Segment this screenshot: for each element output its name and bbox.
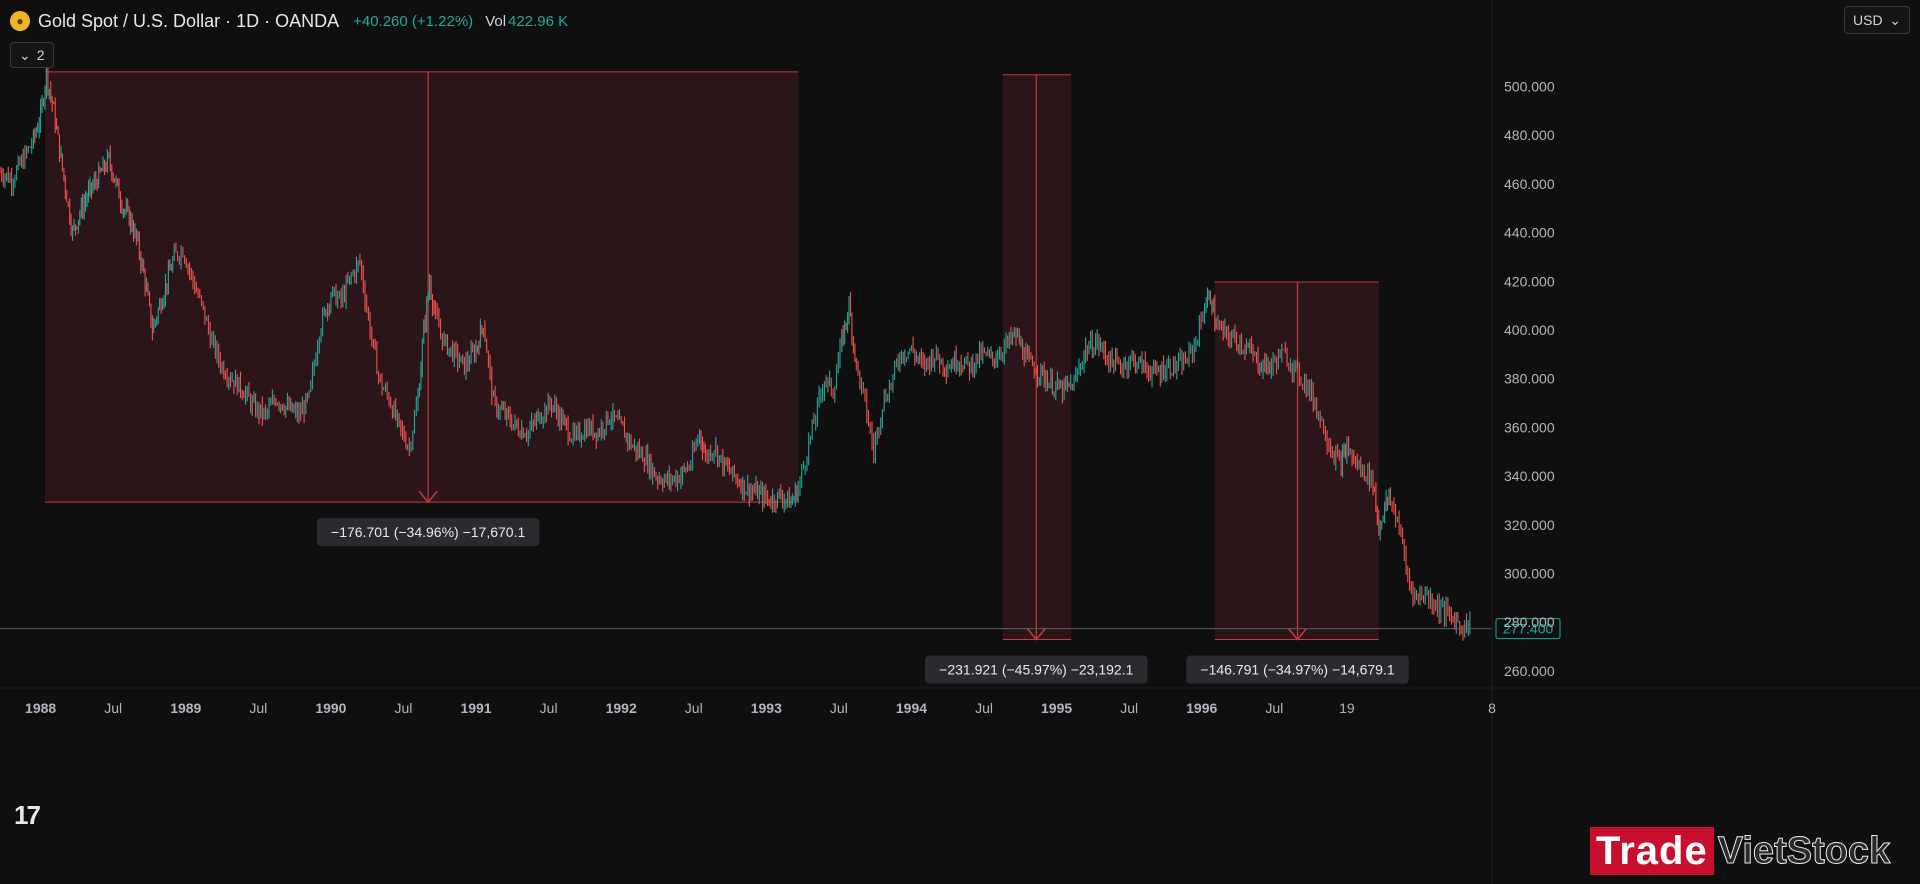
tradingview-logo-icon[interactable]: 17	[14, 800, 41, 830]
chevron-down-icon: ⌄	[19, 46, 31, 63]
time-tick-label: 1993	[751, 700, 782, 716]
time-tick-label: Jul	[249, 700, 267, 716]
time-tick-label: 8	[1488, 700, 1496, 716]
last-price-box	[1495, 618, 1561, 640]
time-tick-label: Jul	[1120, 700, 1138, 716]
range-label-2: −146.791 (−34.97%) −14,679.1	[1200, 662, 1394, 678]
range-label-layer: −176.701 (−34.96%) −17,670.1 −231.921 (−4…	[316, 518, 1409, 684]
time-tick-label: Jul	[395, 700, 413, 716]
volume-label: Vol	[485, 12, 507, 30]
range-label-0: −176.701 (−34.96%) −17,670.1	[331, 524, 525, 540]
price-axis[interactable]: 260.000 280.000 300.000 320.000 340.000 360.0…	[1491, 0, 1555, 884]
time-tick-label: Jul	[540, 700, 558, 716]
time-tick-label: 1988	[25, 700, 56, 716]
price-tick-label: 300.000	[1504, 566, 1555, 582]
currency-select[interactable]: USD ⌄	[1844, 6, 1910, 34]
price-tick-label: 400.000	[1504, 322, 1555, 338]
chart-header: ● Gold Spot / U.S. Dollar · 1D · OANDA +…	[10, 8, 568, 34]
range-box-0	[44, 71, 799, 503]
range-label-box-1	[925, 655, 1148, 684]
time-tick-label: Jul	[975, 700, 993, 716]
volume-value: 422.96 K	[508, 12, 569, 30]
time-tick-label: 1995	[1041, 700, 1072, 716]
last-price-label: 277.400	[1503, 621, 1554, 637]
range-measure-layer	[44, 71, 1379, 641]
price-tick-label: 320.000	[1504, 517, 1555, 533]
time-tick-label: Jul	[685, 700, 703, 716]
range-box-1	[1002, 74, 1072, 640]
range-label-box-0	[316, 518, 540, 547]
price-tick-label: 260.000	[1504, 663, 1555, 679]
time-tick-label: 1992	[606, 700, 637, 716]
last-price-layer: 277.400	[0, 618, 1561, 640]
time-tick-label: 1996	[1186, 700, 1217, 716]
price-tick-label: 460.000	[1504, 176, 1555, 192]
symbol-title[interactable]: Gold Spot / U.S. Dollar · 1D · OANDA	[38, 10, 340, 31]
time-tick-label: 19	[1339, 700, 1355, 716]
range-arrow-head-2	[1287, 628, 1308, 641]
price-tick-label: 500.000	[1504, 78, 1555, 94]
range-box-2	[1214, 282, 1379, 640]
range-label-box-2	[1186, 655, 1409, 684]
price-series-layer	[0, 66, 1471, 641]
time-tick-label: Jul	[830, 700, 848, 716]
time-tick-label: 1991	[460, 700, 491, 716]
time-tick-label: 1989	[170, 700, 201, 716]
price-tick-label: 440.000	[1504, 225, 1555, 241]
price-tick-label: 280.000	[1504, 614, 1555, 630]
price-tick-label: 360.000	[1504, 419, 1555, 435]
indicator-toggle-button[interactable]: ⌄ 2	[10, 42, 54, 68]
range-label-1: −231.921 (−45.97%) −23,192.1	[939, 662, 1133, 678]
time-tick-label: Jul	[1265, 700, 1283, 716]
price-tick-label: 420.000	[1504, 273, 1555, 289]
watermark-vietstock: VietStock	[1717, 829, 1891, 872]
range-arrow-head-0	[418, 490, 438, 504]
price-change: +40.260 (+1.22%)	[353, 12, 474, 30]
time-axis[interactable]: 1988 Jul 1989 Jul 1990 Jul 1991 Jul 1992 Jul 1993 J…	[0, 687, 1920, 716]
indicator-count: 2	[36, 47, 45, 63]
chevron-down-icon: ⌄	[1889, 11, 1901, 28]
watermark-trade: Trade	[1590, 827, 1714, 875]
range-arrow-head-1	[1026, 628, 1046, 641]
time-tick-label: 1994	[896, 700, 927, 716]
time-tick-label: 1990	[315, 700, 346, 716]
watermark-logo: Trade VietStock	[1590, 826, 1891, 876]
price-tick-label: 480.000	[1504, 127, 1555, 143]
currency-value: USD	[1853, 12, 1883, 28]
time-tick-label: Jul	[104, 700, 122, 716]
price-tick-label: 380.000	[1504, 371, 1555, 387]
price-tick-label: 340.000	[1504, 468, 1555, 484]
gold-coin-icon: ●	[10, 11, 30, 31]
